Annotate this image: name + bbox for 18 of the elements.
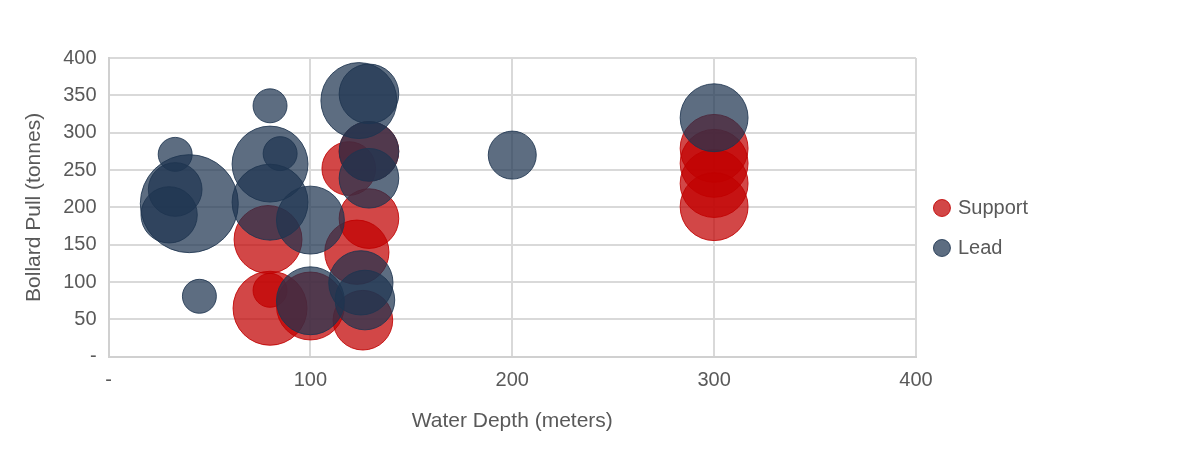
y-tick-label: 200 [63,194,97,217]
legend-label: Lead [957,235,1003,258]
y-tick-label: 50 [74,306,97,329]
x-tick-label: 100 [293,368,328,391]
y-tick-label: 250 [63,157,97,180]
y-tick-label: - [89,344,97,367]
x-axis-title: Water Depth (meters) [411,408,613,432]
x-tick-label: - [105,368,112,391]
y-tick-label: 350 [63,82,97,105]
y-tick-label: 400 [63,45,97,68]
y-tick-label: 300 [63,120,97,143]
y-axis-title: Bollard Pull (tonnes) [21,112,45,302]
y-tick-label: 150 [63,232,97,255]
x-tick-label: 200 [495,368,529,391]
legend-label: Support [957,195,1029,218]
x-tick-label: 400 [899,368,933,391]
x-tick-label: 300 [697,368,731,391]
y-tick-label: 100 [63,269,97,292]
